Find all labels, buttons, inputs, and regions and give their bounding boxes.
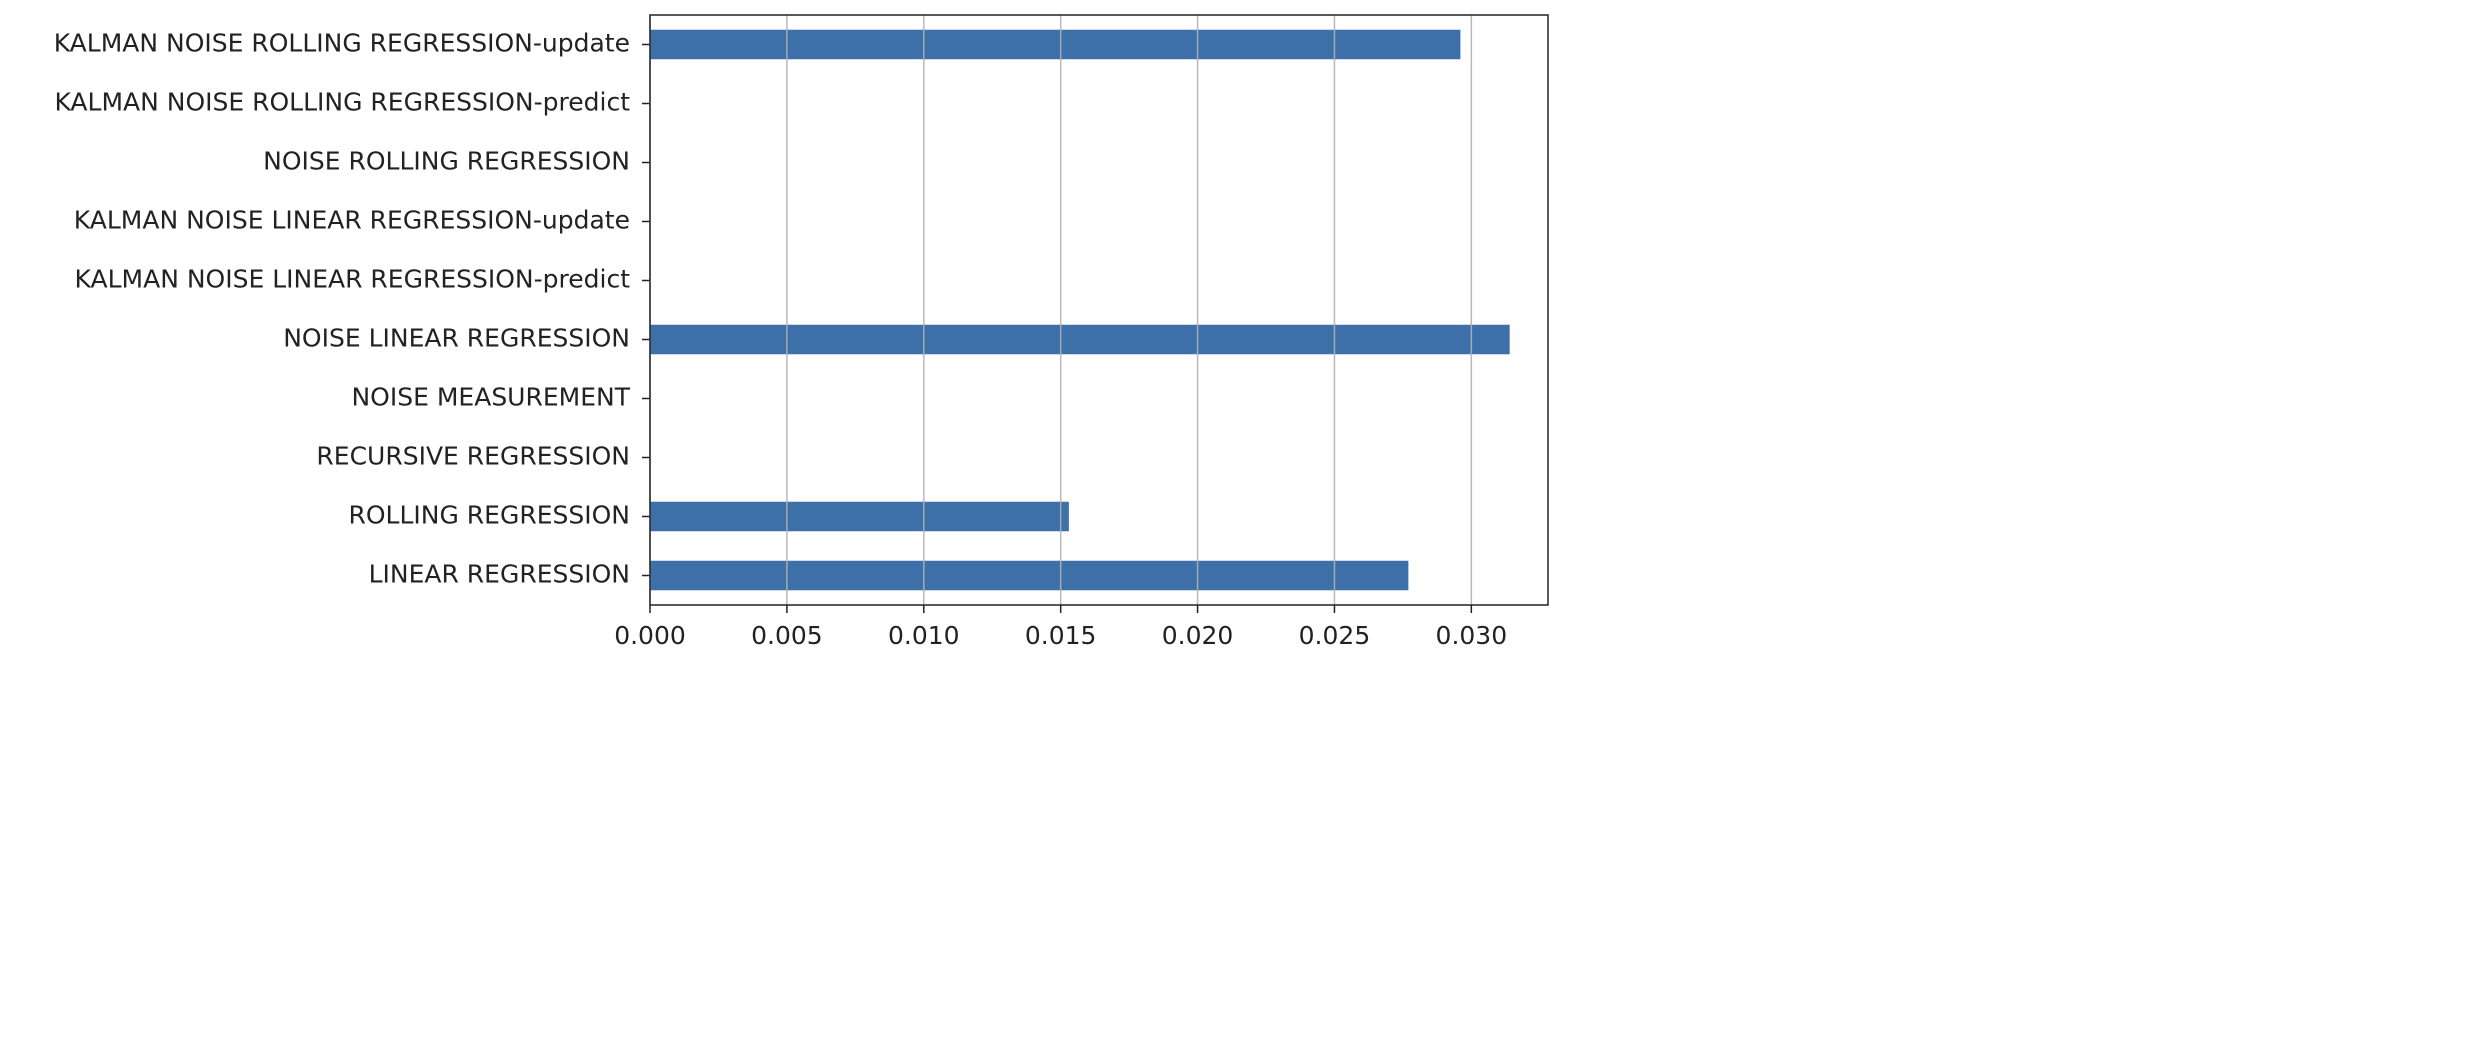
y-tick-label: KALMAN NOISE ROLLING REGRESSION-update — [54, 29, 630, 58]
y-tick-label: KALMAN NOISE LINEAR REGRESSION-predict — [75, 265, 631, 294]
y-tick-label: NOISE MEASUREMENT — [351, 383, 630, 412]
x-tick-label: 0.020 — [1162, 621, 1234, 650]
y-tick-label: LINEAR REGRESSION — [369, 560, 630, 589]
y-tick-label: KALMAN NOISE LINEAR REGRESSION-update — [74, 206, 630, 235]
x-tick-label: 0.000 — [614, 621, 686, 650]
bar — [650, 501, 1069, 532]
x-tick-label: 0.015 — [1025, 621, 1097, 650]
y-tick-label: KALMAN NOISE ROLLING REGRESSION-predict — [54, 88, 630, 117]
y-tick-label: NOISE LINEAR REGRESSION — [283, 324, 630, 353]
bar — [650, 324, 1510, 355]
bar — [650, 560, 1409, 591]
x-tick-label: 0.005 — [751, 621, 823, 650]
y-tick-label: RECURSIVE REGRESSION — [316, 442, 630, 471]
x-tick-label: 0.030 — [1436, 621, 1508, 650]
plot-frame — [649, 14, 1549, 606]
bar — [650, 29, 1461, 60]
y-tick-label: NOISE ROLLING REGRESSION — [263, 147, 630, 176]
y-tick-label: ROLLING REGRESSION — [349, 501, 631, 530]
x-tick-label: 0.010 — [888, 621, 960, 650]
x-tick-label: 0.025 — [1299, 621, 1371, 650]
